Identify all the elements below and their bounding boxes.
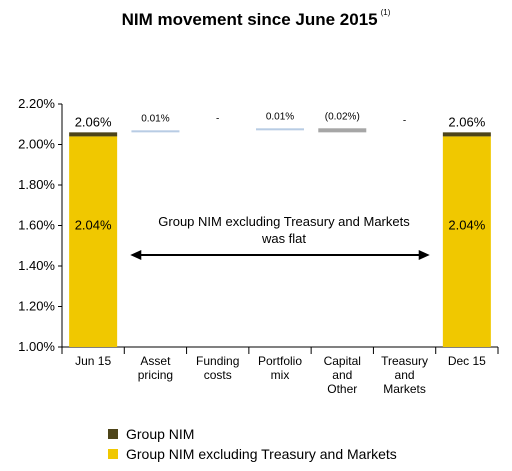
waterfall-label: - xyxy=(403,115,406,126)
chart-title: NIM movement since June 2015 (1) xyxy=(121,8,391,29)
legend-label-group-nim: Group NIM xyxy=(126,426,195,442)
y-tick-label: 2.00% xyxy=(18,137,55,152)
legend-swatch-excl-tm xyxy=(108,449,118,459)
y-tick-label: 1.60% xyxy=(18,218,55,233)
x-category-label: costs xyxy=(204,368,232,382)
x-category-label: Treasury xyxy=(381,354,428,368)
x-category-label: mix xyxy=(271,368,290,382)
title-footnote: (1) xyxy=(380,8,391,17)
waterfall-bar xyxy=(256,128,304,131)
y-tick-label: 1.40% xyxy=(18,258,55,273)
data-label-excl-tm: 2.04% xyxy=(75,218,112,233)
annotation-text: Group NIM excluding Treasury and Markets xyxy=(158,214,410,229)
waterfall-label: 0.01% xyxy=(141,113,169,124)
x-category-label: Asset xyxy=(140,354,171,368)
arrow-head-right-icon xyxy=(418,250,430,260)
data-label-excl-tm: 2.04% xyxy=(448,218,485,233)
legend-swatch-group-nim xyxy=(108,429,118,439)
bar-group-nim-segment xyxy=(442,132,491,137)
waterfall-label: - xyxy=(216,113,219,124)
data-label-group-nim: 2.06% xyxy=(75,114,112,129)
x-category-label: Other xyxy=(327,382,357,396)
x-category-label: pricing xyxy=(138,368,173,382)
x-category-label: and xyxy=(332,368,352,382)
legend-item-excl-tm: Group NIM excluding Treasury and Markets xyxy=(108,446,397,462)
x-category-label: and xyxy=(395,368,415,382)
legend-item-group-nim: Group NIM xyxy=(108,426,194,442)
bar-group-nim-excl-tm xyxy=(69,136,118,347)
y-tick-label: 2.20% xyxy=(18,96,55,111)
y-tick-label: 1.80% xyxy=(18,177,55,192)
x-category-label: Markets xyxy=(383,382,426,396)
waterfall-bar xyxy=(131,130,180,133)
arrow-head-left-icon xyxy=(130,250,142,260)
bar-group-nim-excl-tm xyxy=(442,136,491,347)
waterfall-bar xyxy=(318,128,367,133)
x-category-label: Capital xyxy=(324,354,361,368)
x-category-label: Jun 15 xyxy=(75,354,111,368)
data-label-group-nim: 2.06% xyxy=(448,114,485,129)
x-category-label: Funding xyxy=(196,354,239,368)
y-tick-label: 1.00% xyxy=(18,339,55,354)
waterfall-label: 0.01% xyxy=(266,111,294,122)
bar-group-nim-segment xyxy=(69,132,118,137)
waterfall-label: (0.02%) xyxy=(325,111,360,122)
legend-label-excl-tm: Group NIM excluding Treasury and Markets xyxy=(126,446,397,462)
x-category-label: Portfolio xyxy=(258,354,302,368)
y-tick-label: 1.20% xyxy=(18,299,55,314)
x-category-label: Dec 15 xyxy=(448,354,486,368)
annotation-text: was flat xyxy=(261,231,306,246)
